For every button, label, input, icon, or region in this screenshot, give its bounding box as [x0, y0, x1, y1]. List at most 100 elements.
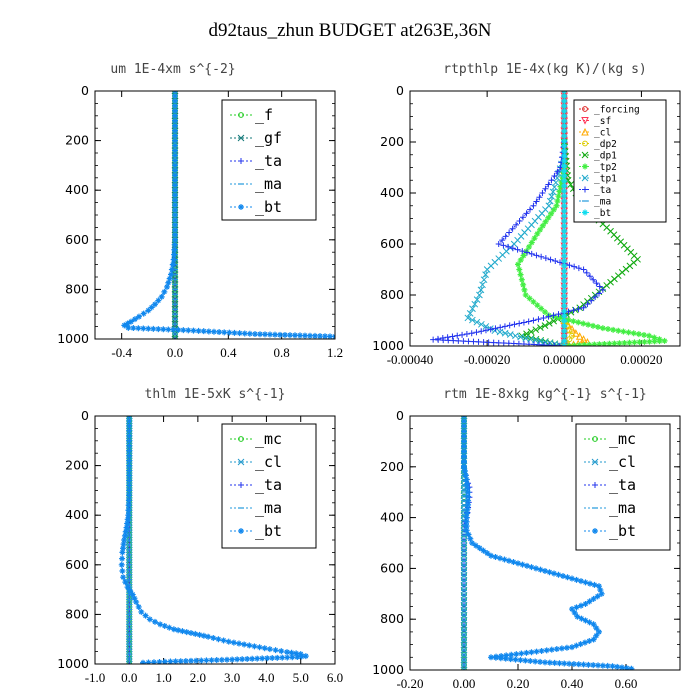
- panel-1-series-bt-marker: [148, 304, 155, 311]
- panel-4-series-bt-marker: [528, 649, 535, 656]
- panel-2-series-ta-marker: [536, 194, 543, 201]
- panel-1-series-bt-marker: [172, 192, 178, 199]
- panel-1-series-bt-marker: [171, 241, 178, 248]
- panel-3-series-bt-marker: [234, 656, 241, 663]
- panel-1-series-bt-marker: [322, 333, 328, 339]
- panel-1-plot-area: [121, 91, 335, 339]
- panel-4-series-bt-marker: [598, 590, 605, 597]
- panel-1-series-bt-marker: [312, 332, 318, 339]
- panel-3-series-bt-marker: [205, 633, 212, 640]
- panel-1-series-bt-marker: [172, 142, 178, 149]
- panel-4-series-bt-marker: [517, 657, 524, 664]
- panel-2-series-tp2-marker: [651, 338, 658, 345]
- panel-4-series-bt-marker: [465, 497, 472, 504]
- panel-4-series-bt-marker: [507, 656, 514, 663]
- panel-1-series-bt-marker: [205, 328, 212, 335]
- panel-2-series-bt-marker: [561, 228, 568, 234]
- panel-1-series-bt-marker: [135, 325, 142, 332]
- panel-3-series-bt-marker: [266, 646, 273, 653]
- panel-3-series-bt-marker: [167, 658, 174, 664]
- panel-2-series-dp1-marker: [541, 322, 549, 329]
- panel-2-series-tp2-marker: [516, 266, 523, 273]
- panel-2-series-tp2-marker: [523, 248, 530, 255]
- panel-4-legend-ta-label: _ta: [609, 476, 636, 494]
- panel-2-series-tp2-marker: [631, 339, 638, 346]
- panel-2-series-ta-marker: [545, 313, 552, 320]
- panel-4-series-bt-marker: [480, 547, 487, 554]
- panel-2-series-bt-marker: [561, 143, 568, 149]
- panel-3-series-bt-marker: [126, 472, 133, 479]
- panel-2-legend-ma-label: _ma: [594, 197, 611, 208]
- panel-2-series-ta-marker: [571, 263, 578, 270]
- panel-2-series-tp1-marker: [469, 316, 476, 324]
- panel-2-series-ta-marker: [528, 250, 535, 257]
- panel-1-series-bt-marker: [221, 329, 228, 336]
- panel-3-frame: [94, 415, 336, 665]
- panel-4-series-bt-marker: [586, 598, 593, 605]
- panel-2-series-bt-marker: [561, 328, 568, 334]
- panel-2-series-ta-marker: [583, 269, 590, 276]
- panel-3-legend-mc-marker: [238, 436, 244, 442]
- panel-2-series-tp1-marker: [476, 291, 483, 299]
- panel-1-series-bt-marker: [172, 137, 178, 144]
- panel-4-series-bt-marker: [546, 659, 553, 666]
- panel-1-series-bt-marker: [190, 327, 197, 334]
- panel-4-series-bt-marker: [578, 578, 584, 585]
- panel-2-series-bt-marker: [561, 93, 568, 99]
- panel-2-series-bt-marker: [561, 148, 568, 154]
- panel-4-series-bt-marker: [582, 579, 589, 586]
- panel-1-series-bt-marker: [161, 288, 168, 295]
- panel-3-series-bt-marker: [123, 524, 130, 531]
- panel-2-series-tp2-marker: [585, 321, 592, 328]
- panel-2-series-tp2-marker: [555, 314, 562, 321]
- panel-2-series-ta-marker: [445, 337, 452, 344]
- panel-1-series-bt-marker: [145, 325, 152, 332]
- panel-4-legend-ma-label: _ma: [609, 499, 636, 517]
- panel-2-series-ta-marker: [596, 290, 602, 297]
- panel-1-series-bt-marker: [236, 330, 243, 337]
- panel-4-series-bt-marker: [561, 660, 568, 667]
- panel-2-series-bt-marker: [561, 268, 568, 274]
- panel-3-y-tick-label: 200: [65, 458, 89, 473]
- panel-4-series-bt-marker: [618, 664, 625, 670]
- panel-2-series-tp2-marker: [553, 202, 560, 209]
- panel-4-legend-cl-label: _cl: [609, 453, 636, 471]
- panel-3-series-bt-marker: [126, 482, 133, 489]
- panel-3-series-bt-marker: [133, 599, 140, 605]
- panel-4-title: rtm 1E-8xkg kg^{-1} s^{-1}: [443, 387, 647, 402]
- panel-3-legend-box: [221, 423, 317, 549]
- panel-2-series-ta-marker: [500, 242, 507, 249]
- panel-4-series-bt-marker: [585, 661, 592, 668]
- panel-2-series-bt-marker: [561, 173, 568, 179]
- panel-2-legend-cl-label: _cl: [594, 128, 611, 139]
- panel-2-series-bt-marker: [561, 208, 568, 214]
- panel-3-series-bt-marker: [198, 657, 205, 664]
- panel-2-series-tp2-marker: [522, 292, 529, 298]
- panel-2-series-ta-marker: [566, 262, 573, 269]
- panel-2-legend-dp2-label: _dp2: [594, 139, 617, 150]
- panel-2-series-bt-marker: [561, 108, 568, 114]
- panel-1-series-bt-marker: [172, 207, 178, 214]
- panel-1-series-bt-marker: [172, 157, 178, 164]
- panel-1-legend-f-marker: [238, 112, 244, 118]
- panel-3-series-bt-marker: [126, 457, 133, 464]
- panel-1-series-bt-marker: [172, 221, 178, 228]
- panel-3-series-bt-marker: [126, 487, 133, 494]
- panel-1-series-bt-marker: [252, 331, 258, 338]
- panel-1-series-bt-marker: [169, 261, 176, 268]
- panel-2-series-tp2-marker: [554, 197, 561, 204]
- panel-3-series-bt-marker: [239, 656, 246, 663]
- panel-2-series-ta-marker: [540, 314, 547, 321]
- panel-2-series-ta-marker: [490, 339, 497, 346]
- panel-3-series-bt-marker: [122, 579, 129, 586]
- panel-1-series-bt-marker: [302, 332, 308, 339]
- panel-3-legend-ta-label: _ta: [255, 476, 282, 494]
- panel-2-series-ta-marker: [596, 283, 603, 290]
- panel-2-series-tp2-marker: [626, 339, 633, 346]
- panel-4-series-cl-marker: [460, 666, 468, 670]
- panel-4-series-bt-marker: [513, 651, 520, 658]
- panel-2-series-tp2-marker: [542, 309, 548, 315]
- panel-4-series-bt-marker: [628, 665, 635, 670]
- panel-3-series-bt-marker: [182, 658, 189, 664]
- panel-2-series-bt-marker: [561, 318, 568, 324]
